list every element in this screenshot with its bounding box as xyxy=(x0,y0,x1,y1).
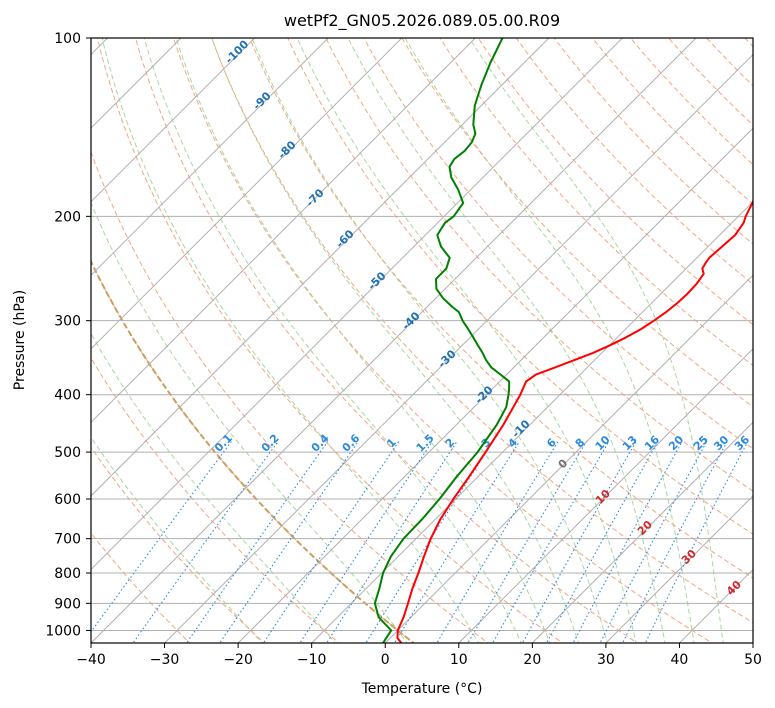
mixing-ratio-line xyxy=(467,441,587,643)
mixing-ratio-line xyxy=(521,441,637,643)
isotherm-line xyxy=(91,38,624,571)
x-tick-label: −20 xyxy=(223,652,253,668)
y-tick-label: 900 xyxy=(54,596,81,612)
dry-adiabat xyxy=(211,38,753,624)
mixing-ratio-line xyxy=(621,441,728,643)
mixing-ratio-line xyxy=(262,441,400,643)
dry-adiabat xyxy=(770,25,775,646)
isotherm-line xyxy=(310,200,753,643)
dry-adiabat xyxy=(173,38,713,643)
isotherm-line xyxy=(605,495,753,643)
dry-adiabat xyxy=(91,532,191,643)
moist-adiabat xyxy=(143,38,522,643)
dry-adiabat xyxy=(325,38,753,492)
mixing-ratio-line xyxy=(572,441,683,643)
isotherm-line xyxy=(458,348,753,643)
y-tick-label: 1000 xyxy=(45,623,81,639)
dry-adiabat xyxy=(591,38,753,205)
x-tick-label: 0 xyxy=(381,652,390,668)
y-tick-label: 600 xyxy=(54,492,81,508)
isotherm-line xyxy=(752,642,753,643)
dry-adiabat xyxy=(515,38,753,285)
dry-adiabat xyxy=(401,38,753,408)
x-tick-label: 50 xyxy=(744,652,762,668)
isotherm-line xyxy=(531,421,753,643)
isotherm-line xyxy=(91,38,403,350)
profile-lines xyxy=(373,38,753,643)
mixing-ratio-line xyxy=(132,441,279,643)
plot-area xyxy=(91,38,753,643)
mixing-ratio-line xyxy=(492,441,610,643)
mixing-ratio-line xyxy=(326,441,458,643)
moist-adiabat xyxy=(175,38,551,643)
y-tick-label: 300 xyxy=(54,314,81,330)
y-tick-label: 100 xyxy=(54,31,81,47)
mixing-ratio-line xyxy=(394,441,520,643)
x-tick-label: −10 xyxy=(297,652,327,668)
mixing-ratio-line xyxy=(545,441,659,643)
dewpoint-line xyxy=(373,38,511,643)
dry-adiabat xyxy=(477,38,753,326)
mixing-ratio-line xyxy=(299,441,433,643)
moist-adiabat xyxy=(211,38,580,643)
y-tick-label: 200 xyxy=(54,209,81,225)
y-tick-label: 800 xyxy=(54,566,81,582)
x-tick-label: 30 xyxy=(597,652,615,668)
isotherm-line xyxy=(384,274,753,643)
x-axis-label: Temperature (°C) xyxy=(361,681,483,697)
dry-adiabat xyxy=(91,150,489,643)
mixing-ratio-line xyxy=(185,441,329,643)
dry-adiabat xyxy=(96,38,564,643)
isotherm-line xyxy=(91,38,256,203)
plot-frame xyxy=(90,37,754,644)
y-tick-label: 400 xyxy=(54,388,81,404)
x-tick-label: −40 xyxy=(76,652,106,668)
dry-adiabat xyxy=(363,38,753,450)
isotherm-line xyxy=(91,38,697,643)
x-tick-label: 20 xyxy=(523,652,541,668)
wet-bulb-zero-curve xyxy=(91,259,416,643)
x-tick-label: −30 xyxy=(150,652,180,668)
y-tick-label: 700 xyxy=(54,532,81,548)
temperature-line xyxy=(396,198,753,643)
moist-adiabat xyxy=(91,201,408,643)
isotherm-line xyxy=(91,38,329,276)
y-tick-label: 500 xyxy=(54,445,81,461)
isotherm-line xyxy=(91,38,477,424)
x-tick-label: 40 xyxy=(671,652,689,668)
mixing-ratio-line xyxy=(436,441,559,643)
background-lines xyxy=(91,25,775,646)
dry-adiabat xyxy=(249,38,753,579)
chart-title: wetPf2_GN05.2026.089.05.00.R09 xyxy=(284,11,560,31)
x-tick-label: 10 xyxy=(450,652,468,668)
mixing-ratio-line xyxy=(365,441,494,643)
dry-adiabat xyxy=(287,38,753,535)
mixing-ratio-line xyxy=(599,441,708,643)
isotherm-line xyxy=(91,38,550,497)
y-axis-label: Pressure (hPa) xyxy=(12,290,28,390)
dry-adiabat xyxy=(91,446,266,643)
axes: −40 −30 −20 −10 0 10 20 30 40 50 100 200 300 400 500 60… xyxy=(45,31,762,668)
